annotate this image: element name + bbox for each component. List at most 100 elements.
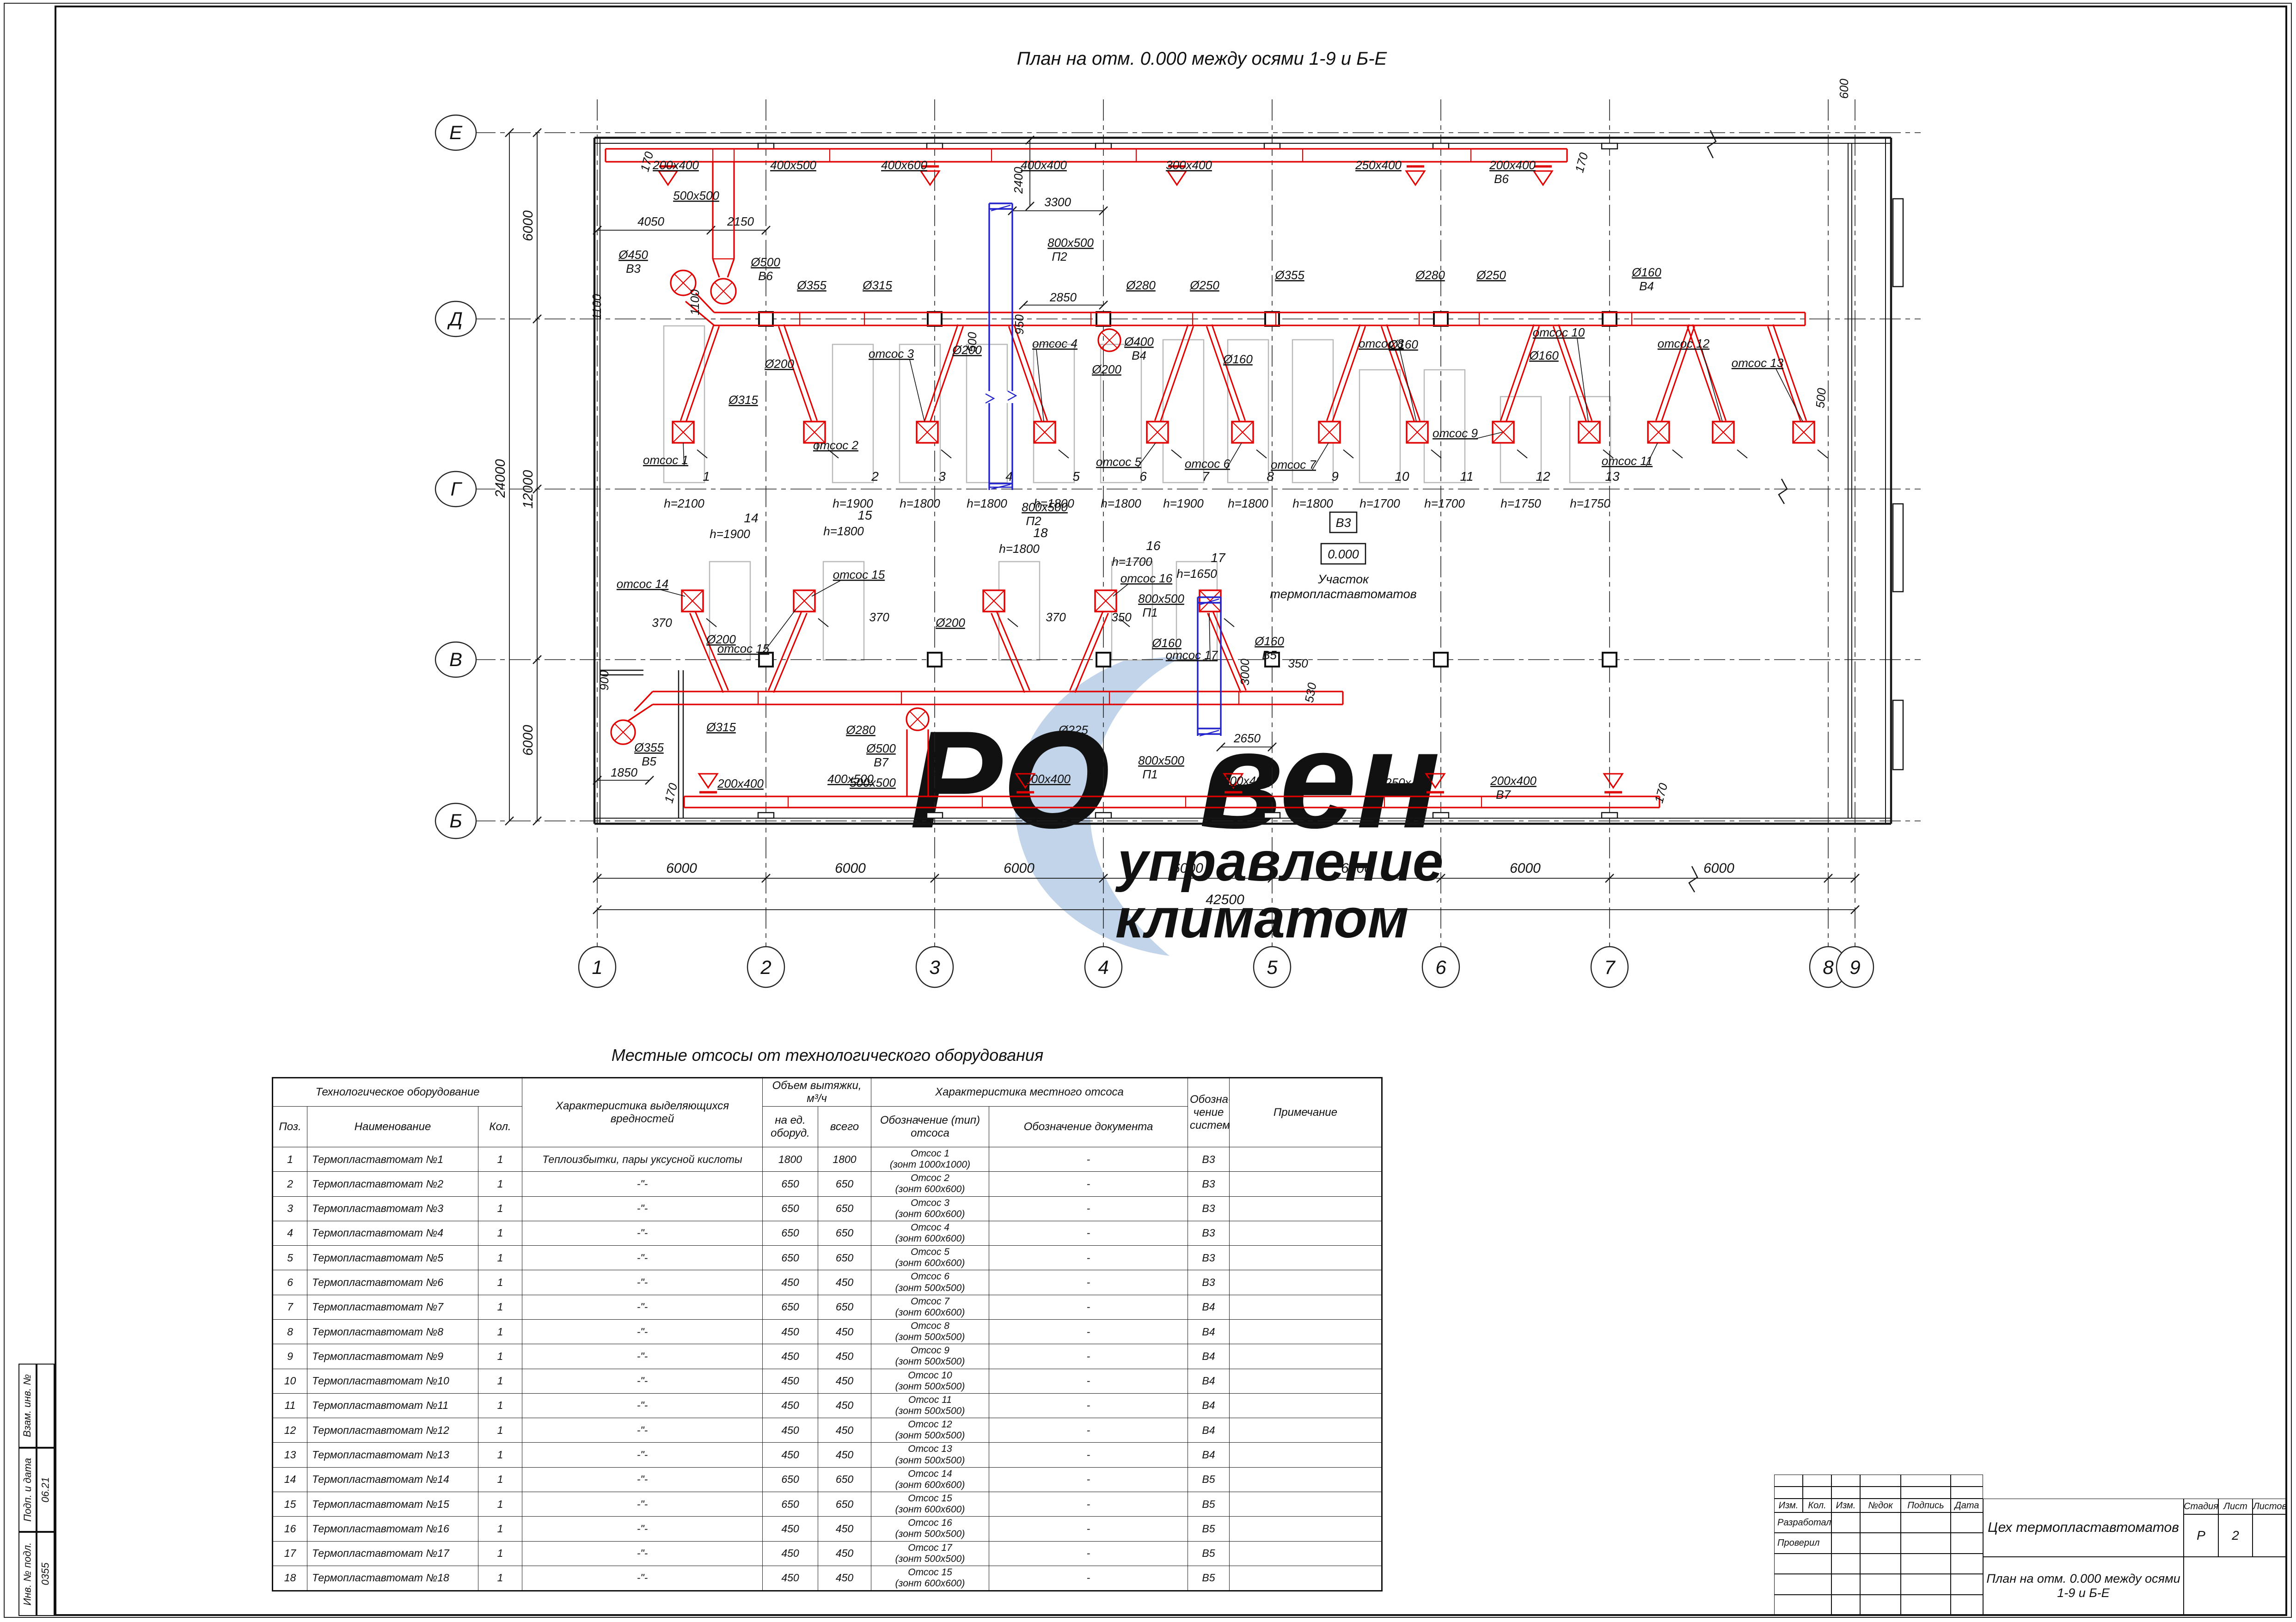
table-cell: -"- <box>522 1565 763 1591</box>
axis-col-bubble <box>578 946 617 988</box>
equipment-height: h=1800 <box>1101 496 1141 510</box>
table-cell: 4 <box>272 1220 307 1246</box>
rev-header: Дата <box>1951 1499 1983 1512</box>
plan-label: отсос 10 <box>1533 325 1585 339</box>
equipment-number: 13 <box>1605 469 1620 484</box>
plan-label: В7 <box>1496 788 1511 802</box>
plan-label: Ø200 <box>935 616 965 630</box>
col-header-poz: Поз. <box>272 1106 307 1147</box>
table-row: 4 Термопластавтомат №4 1 -"- 650 650 Отсос 4 (з… <box>272 1220 1382 1246</box>
table-cell: Термопластавтомат №17 <box>307 1541 478 1566</box>
table-row: 14 Термопластавтомат №14 1 -"- 650 650 Отсос 1… <box>272 1467 1382 1492</box>
equipment-height: h=1900 <box>833 496 873 510</box>
title-block-doc-title: План на отм. 0.000 между осями 1-9 и Б-Е <box>1983 1557 2184 1615</box>
table-cell: 450 <box>762 1393 818 1419</box>
table-cell: 450 <box>818 1516 871 1542</box>
table-cell: 450 <box>818 1270 871 1295</box>
plan-label: Ø200 <box>952 343 982 357</box>
equipment-height: h=1750 <box>1500 496 1541 510</box>
table-cell: -"- <box>522 1467 763 1492</box>
table-cell <box>1229 1565 1382 1591</box>
plan-label: 300x400 <box>1223 774 1269 788</box>
plan-label: 500x500 <box>673 189 719 202</box>
table-cell: 6 <box>272 1270 307 1295</box>
table-cell: 1 <box>478 1171 522 1197</box>
plan-label: Ø355 <box>1274 268 1304 282</box>
plan-label: 1850 <box>611 765 637 779</box>
plan-label: отсос 8 <box>1359 337 1404 350</box>
rev-header: Кол. <box>1803 1499 1831 1512</box>
table-cell: 450 <box>818 1565 871 1591</box>
table-cell: Отсос 16 (зонт 500x500) <box>871 1516 989 1542</box>
plan-label: отсос 9 <box>1433 426 1478 440</box>
plan-label: 2400 <box>1011 167 1025 194</box>
table-cell: - <box>989 1220 1188 1246</box>
equipment-height: h=1800 <box>1228 496 1268 510</box>
table-cell <box>1229 1541 1382 1566</box>
plan-label: Ø160 <box>1631 265 1661 279</box>
plan-label: отсос 16 <box>1120 571 1173 585</box>
table-cell: 15 <box>272 1491 307 1517</box>
equipment-height: h=1750 <box>1570 496 1610 510</box>
plan-label: Ø160 <box>1529 349 1559 362</box>
table-cell: 8 <box>272 1319 307 1345</box>
plan-label: 2150 <box>727 214 754 228</box>
plan-label: отсос 13 <box>1732 356 1784 370</box>
rev-cell <box>1831 1533 1860 1554</box>
axis-col-label: 5 <box>1267 956 1278 978</box>
table-cell: 1 <box>478 1245 522 1271</box>
axis-col-label: 9 <box>1849 956 1860 978</box>
plan-label: отсос 7 <box>1271 458 1317 471</box>
exhaust-table-title: Местные отсосы от технологического обору… <box>611 1046 1044 1065</box>
stamp-label-cell: Взам. инв. № <box>18 1364 37 1448</box>
plan-label: отсос 17 <box>1166 648 1218 662</box>
axis-col-label: 8 <box>1823 956 1834 978</box>
plan-label: 200x400 <box>1489 158 1536 172</box>
date-cell <box>1951 1594 1983 1615</box>
equipment-number: 1 <box>703 469 710 484</box>
equipment-number: 17 <box>1211 551 1226 565</box>
table-cell: 650 <box>762 1491 818 1517</box>
plan-label: В6 <box>1494 172 1509 186</box>
axis-col-label: 4 <box>1098 956 1108 978</box>
dim-label: 6000 <box>666 861 697 876</box>
table-cell: 650 <box>818 1171 871 1197</box>
plan-label: 2150 <box>944 782 971 796</box>
table-cell: - <box>989 1270 1188 1295</box>
plan-label: В3 <box>626 262 641 275</box>
table-cell: - <box>989 1442 1188 1468</box>
rev-extra-cell <box>1774 1487 1803 1499</box>
table-cell: 1 <box>478 1368 522 1394</box>
table-row: 10 Термопластавтомат №10 1 -"- 450 450 Отсос 1… <box>272 1368 1382 1394</box>
role-cell <box>1774 1594 1831 1615</box>
axis-row-label: Б <box>449 810 462 832</box>
plan-label: П2 <box>1052 250 1067 263</box>
table-cell: 450 <box>762 1344 818 1369</box>
plan-label: 200x400 <box>1490 774 1537 788</box>
table-cell: Отсос 17 (зонт 500x500) <box>871 1541 989 1566</box>
equipment-height: h=1800 <box>1034 496 1074 510</box>
table-cell: Термопластавтомат №12 <box>307 1418 478 1443</box>
table-cell: 1 <box>478 1270 522 1295</box>
table-cell: Термопластавтомат №1 <box>307 1146 478 1172</box>
table-cell: В4 <box>1188 1319 1230 1345</box>
table-cell: 650 <box>818 1467 871 1492</box>
table-cell: 450 <box>762 1270 818 1295</box>
table-row: 12 Термопластавтомат №12 1 -"- 450 450 Отсос 1… <box>272 1418 1382 1443</box>
table-cell: В4 <box>1188 1393 1230 1419</box>
table-cell: 1 <box>478 1146 522 1172</box>
table-cell: 450 <box>762 1368 818 1394</box>
doc-cell <box>1860 1594 1901 1615</box>
table-cell: 450 <box>818 1393 871 1419</box>
table-cell: 450 <box>762 1516 818 1542</box>
left-stamp: Взам. инв. № Подп. и дата 06.21 Инв. № подл… <box>18 1364 55 1616</box>
equipment-outline <box>822 561 865 661</box>
table-cell: 11 <box>272 1393 307 1419</box>
plan-label: 500x500 <box>850 776 896 790</box>
table-cell: Термопластавтомат №4 <box>307 1220 478 1246</box>
plan-label: Ø400 <box>1124 335 1154 349</box>
equipment-number: 3 <box>938 469 946 484</box>
table-cell: Отсос 10 (зонт 500x500) <box>871 1368 989 1394</box>
